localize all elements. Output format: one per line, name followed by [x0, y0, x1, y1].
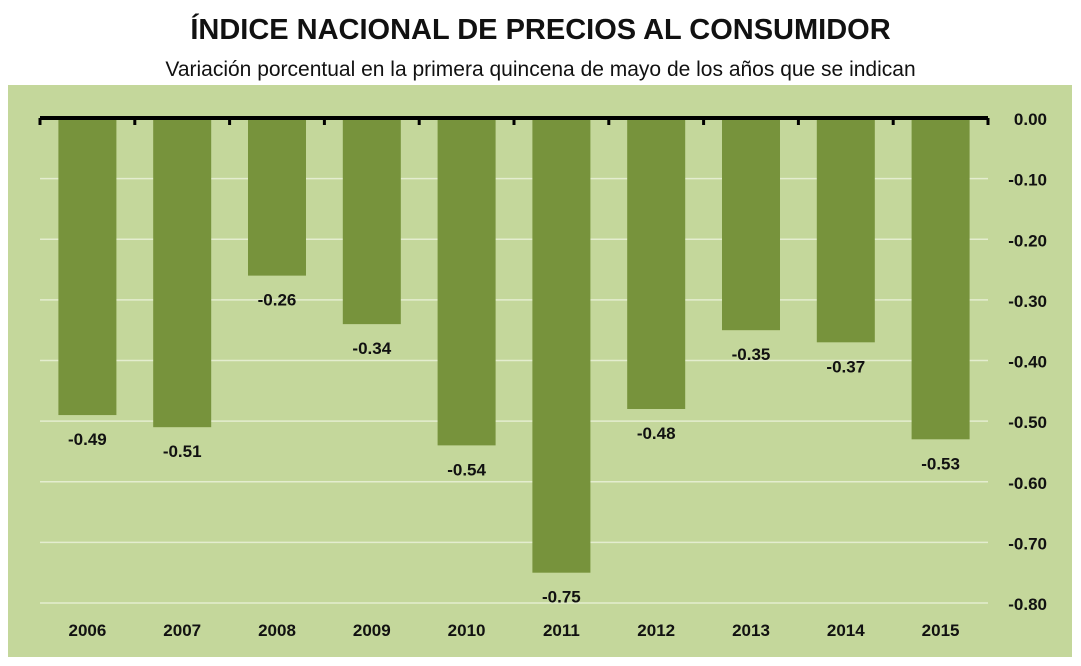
data-label: -0.37 [826, 357, 865, 376]
y-tick-label: -0.20 [1008, 231, 1047, 250]
x-tick-label: 2006 [68, 621, 106, 640]
chart-subtitle: Variación porcentual en la primera quinc… [165, 58, 916, 81]
y-tick-label: 0.00 [1014, 110, 1047, 129]
x-tick-label: 2010 [448, 621, 486, 640]
bar-2012 [627, 118, 686, 409]
data-label: -0.34 [352, 339, 391, 358]
data-label: -0.54 [447, 460, 486, 479]
bar-2010 [437, 118, 496, 446]
x-tick-label: 2008 [258, 621, 296, 640]
x-tick-label: 2009 [353, 621, 391, 640]
x-tick-label: 2014 [827, 621, 865, 640]
bar-2011 [532, 118, 591, 573]
bar-2007 [153, 118, 212, 428]
data-label: -0.48 [637, 424, 676, 443]
bar-2014 [816, 118, 875, 343]
bar-2013 [722, 118, 780, 331]
x-tick-label: 2007 [163, 621, 201, 640]
chart-title: ÍNDICE NACIONAL DE PRECIOS AL CONSUMIDOR [190, 14, 891, 46]
data-label: -0.26 [258, 291, 297, 310]
y-tick-label: -0.50 [1008, 413, 1047, 432]
data-label: -0.53 [921, 454, 960, 473]
y-tick-label: -0.40 [1008, 353, 1047, 372]
y-tick-label: -0.30 [1008, 292, 1047, 311]
x-tick-label: 2013 [732, 621, 770, 640]
y-tick-label: -0.70 [1008, 534, 1047, 553]
y-tick-label: -0.60 [1008, 474, 1047, 493]
data-label: -0.51 [163, 442, 202, 461]
x-tick-label: 2012 [637, 621, 675, 640]
x-tick-label: 2011 [543, 621, 580, 640]
bar-2015 [911, 118, 970, 440]
bar-2009 [342, 118, 401, 325]
bar-2006 [58, 118, 117, 416]
data-label: -0.49 [68, 430, 107, 449]
y-tick-label: -0.80 [1008, 595, 1047, 614]
bar-2008 [248, 118, 306, 276]
data-label: -0.35 [732, 345, 771, 364]
y-tick-label: -0.10 [1008, 171, 1047, 190]
x-tick-label: 2015 [922, 621, 960, 640]
data-label: -0.75 [542, 588, 581, 607]
